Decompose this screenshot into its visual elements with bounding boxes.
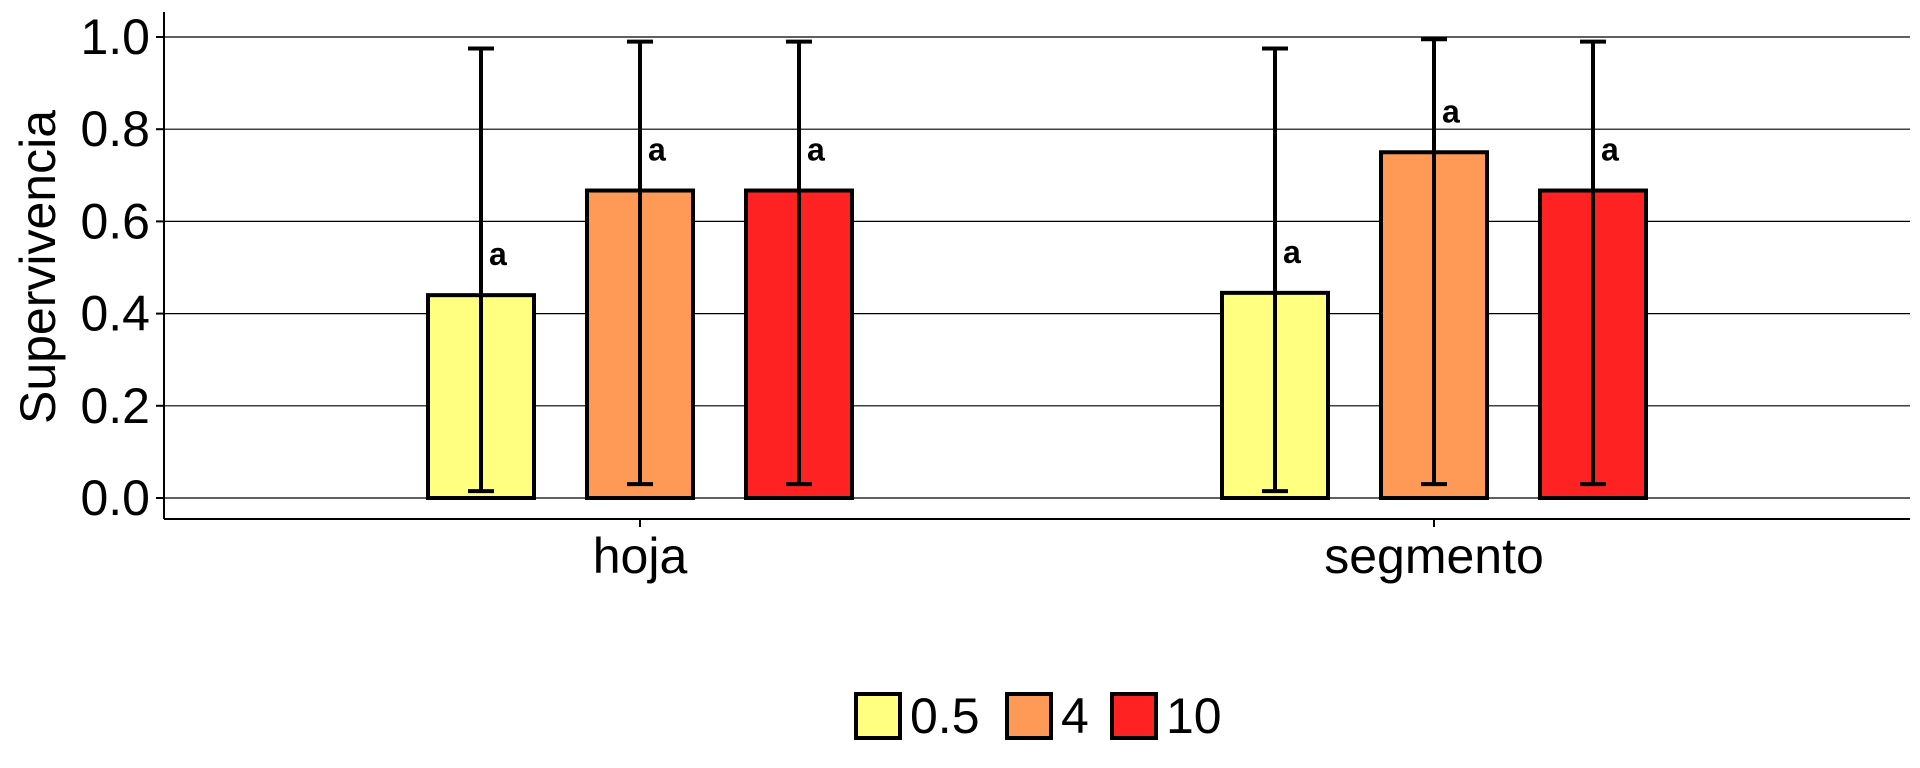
legend-label: 4 bbox=[1061, 688, 1089, 744]
x-tick-label: hoja bbox=[593, 528, 688, 584]
y-tick-label: 0.8 bbox=[80, 101, 150, 157]
error-bars-group bbox=[468, 37, 1606, 494]
y-tick-labels: 0.0 0.2 0.4 0.6 0.8 1.0 bbox=[80, 9, 150, 526]
legend-label: 10 bbox=[1166, 688, 1222, 744]
legend-swatch bbox=[1110, 692, 1158, 740]
significance-label: a bbox=[489, 236, 507, 272]
legend: 0.5 4 10 bbox=[854, 688, 1222, 744]
y-tick-label: 0.6 bbox=[80, 193, 150, 249]
legend-label: 0.5 bbox=[910, 688, 980, 744]
significance-label: a bbox=[648, 132, 666, 168]
significance-label: a bbox=[1442, 93, 1460, 129]
legend-swatch bbox=[1005, 692, 1053, 740]
x-tick-labels: hoja segmento bbox=[593, 528, 1544, 584]
y-tick-label: 0.0 bbox=[80, 470, 150, 526]
bars-group bbox=[426, 150, 1648, 501]
significance-label: a bbox=[1601, 132, 1619, 168]
axes bbox=[156, 12, 1910, 527]
y-tick-label: 0.4 bbox=[80, 286, 150, 342]
grid-lines bbox=[164, 36, 1910, 499]
significance-labels: a a a a a a bbox=[489, 93, 1619, 272]
y-tick-label: 1.0 bbox=[80, 9, 150, 65]
significance-label: a bbox=[1283, 234, 1301, 270]
significance-label: a bbox=[807, 132, 825, 168]
legend-swatch bbox=[854, 692, 902, 740]
x-tick-label: segmento bbox=[1324, 528, 1544, 584]
y-axis-label: Supervivencia bbox=[10, 110, 66, 424]
y-tick-label: 0.2 bbox=[80, 378, 150, 434]
